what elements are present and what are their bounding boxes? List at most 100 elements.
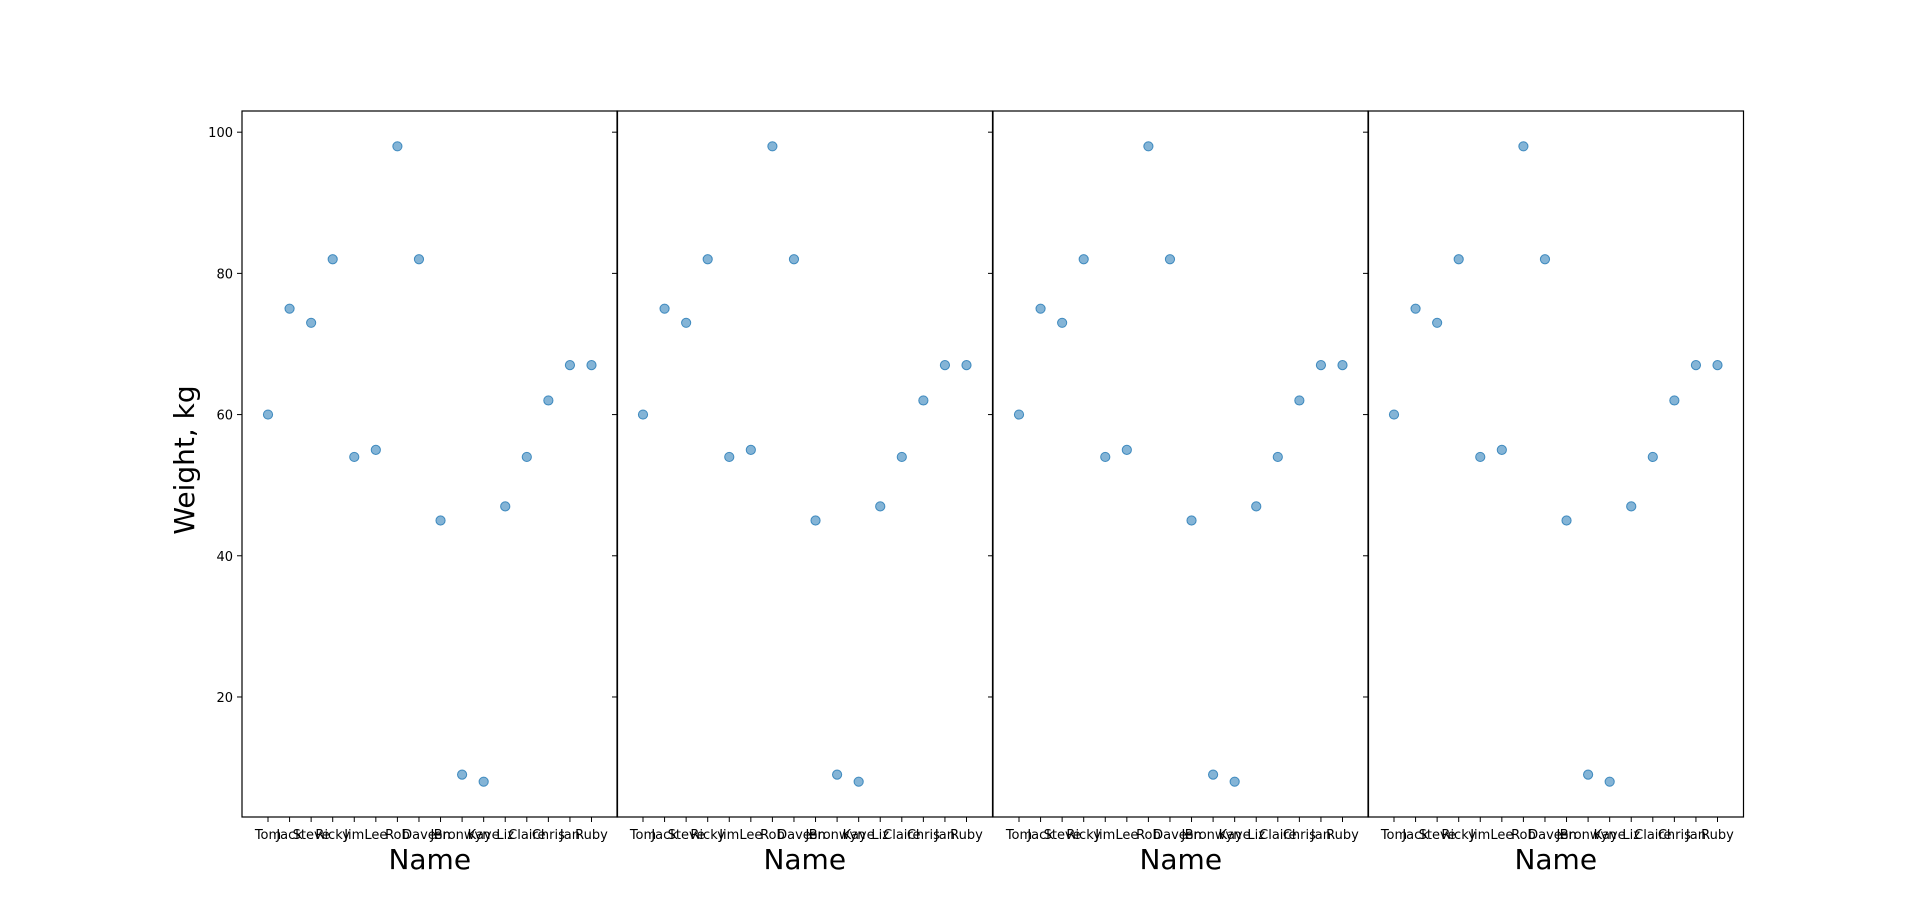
data-point bbox=[1121, 444, 1132, 455]
data-point bbox=[810, 515, 821, 526]
data-point bbox=[875, 501, 886, 512]
x-tick-label: Ricky bbox=[1066, 828, 1101, 843]
x-tick-label: Liz bbox=[496, 828, 514, 843]
x-tick-label: Jan bbox=[934, 828, 955, 843]
data-point bbox=[413, 254, 425, 265]
x-tick-label: Bronwyn bbox=[809, 828, 866, 843]
y-tick-label: 80 bbox=[216, 267, 233, 282]
data-point bbox=[1583, 769, 1594, 780]
x-tick-label: Tom bbox=[254, 828, 281, 843]
x-tick-label: Kaye bbox=[843, 828, 875, 843]
data-point bbox=[918, 395, 929, 406]
x-tick-label: Jack bbox=[1401, 828, 1429, 843]
data-point bbox=[543, 395, 554, 406]
data-point bbox=[500, 501, 511, 512]
x-tick-label: Chris bbox=[532, 828, 565, 843]
data-point bbox=[767, 141, 778, 152]
x-tick-label: Ruby bbox=[575, 828, 608, 843]
x-tick-label: Ricky bbox=[1441, 828, 1476, 843]
x-tick-label: Rob bbox=[1136, 828, 1161, 843]
data-point bbox=[435, 515, 446, 526]
data-point bbox=[1057, 317, 1068, 328]
data-point bbox=[1251, 501, 1262, 512]
data-point bbox=[961, 360, 972, 371]
x-tick-label: Claire bbox=[508, 828, 545, 843]
x-tick-label: Lee bbox=[364, 828, 387, 843]
x-tick-label: Jack bbox=[275, 828, 303, 843]
x-tick-label: Jan bbox=[1685, 828, 1706, 843]
data-point bbox=[896, 451, 907, 463]
x-tick-label: Dave bbox=[402, 828, 436, 843]
data-point bbox=[586, 360, 597, 371]
x-axis-label: Name bbox=[1514, 843, 1597, 876]
x-tick-label: Bronwyn bbox=[434, 828, 491, 843]
data-point bbox=[745, 444, 756, 455]
panel-frame bbox=[1367, 110, 1745, 818]
data-point bbox=[853, 776, 864, 787]
data-point bbox=[637, 409, 649, 420]
x-tick-label: Claire bbox=[1259, 828, 1296, 843]
data-point bbox=[521, 451, 532, 463]
y-tick-label: 20 bbox=[216, 691, 233, 706]
x-tick-label: Jen bbox=[429, 828, 450, 843]
x-tick-label: Ruby bbox=[950, 828, 983, 843]
x-tick-label: Ruby bbox=[1701, 828, 1734, 843]
x-tick-label: Jack bbox=[1026, 828, 1054, 843]
data-point bbox=[392, 141, 403, 152]
y-tick-label: 40 bbox=[216, 550, 233, 565]
data-point bbox=[564, 360, 576, 371]
data-point bbox=[724, 451, 735, 463]
x-tick-label: Claire bbox=[883, 828, 920, 843]
x-axis-label: Name bbox=[388, 843, 471, 876]
data-point bbox=[1164, 254, 1176, 265]
x-tick-label: Kaye bbox=[468, 828, 500, 843]
y-axis-label: Weight, kg bbox=[168, 385, 201, 534]
x-tick-label: Rob bbox=[385, 828, 410, 843]
x-axis-label: Name bbox=[1139, 843, 1222, 876]
x-tick-label: Jen bbox=[804, 828, 825, 843]
panel-frame bbox=[992, 110, 1370, 818]
x-tick-label: Ruby bbox=[1326, 828, 1359, 843]
data-point bbox=[1208, 769, 1219, 780]
x-tick-label: Tom bbox=[1380, 828, 1407, 843]
data-point bbox=[1475, 451, 1486, 463]
data-point bbox=[1229, 776, 1240, 787]
data-point bbox=[1315, 360, 1327, 371]
x-tick-label: Jan bbox=[1310, 828, 1331, 843]
x-tick-label: Kaye bbox=[1594, 828, 1626, 843]
data-point bbox=[1626, 501, 1637, 512]
data-point bbox=[659, 303, 670, 314]
data-point bbox=[1035, 303, 1046, 314]
data-point bbox=[832, 769, 843, 780]
x-tick-label: Tom bbox=[1005, 828, 1032, 843]
x-tick-label: Lee bbox=[1115, 828, 1138, 843]
data-point bbox=[1388, 409, 1400, 420]
x-tick-label: Bronwyn bbox=[1185, 828, 1242, 843]
data-point bbox=[1496, 444, 1507, 455]
data-point bbox=[1453, 254, 1464, 265]
x-tick-label: Dave bbox=[777, 828, 811, 843]
data-point bbox=[349, 451, 360, 463]
data-point bbox=[1410, 303, 1421, 314]
x-tick-label: Chris bbox=[1283, 828, 1316, 843]
x-tick-label: Dave bbox=[1153, 828, 1187, 843]
x-tick-label: Bronwyn bbox=[1560, 828, 1617, 843]
data-point bbox=[1690, 360, 1702, 371]
data-point bbox=[1712, 360, 1723, 371]
x-tick-label: Chris bbox=[907, 828, 940, 843]
x-tick-label: Liz bbox=[1247, 828, 1265, 843]
y-tick-label: 100 bbox=[208, 126, 233, 141]
x-tick-label: Jen bbox=[1555, 828, 1576, 843]
data-point bbox=[1078, 254, 1089, 265]
data-point bbox=[1186, 515, 1197, 526]
x-tick-label: Steve bbox=[1419, 828, 1456, 843]
x-axis-label: Name bbox=[763, 843, 846, 876]
x-tick-label: Jim bbox=[1094, 828, 1115, 843]
data-point bbox=[1100, 451, 1111, 463]
data-point bbox=[702, 254, 713, 265]
x-tick-label: Jim bbox=[718, 828, 739, 843]
